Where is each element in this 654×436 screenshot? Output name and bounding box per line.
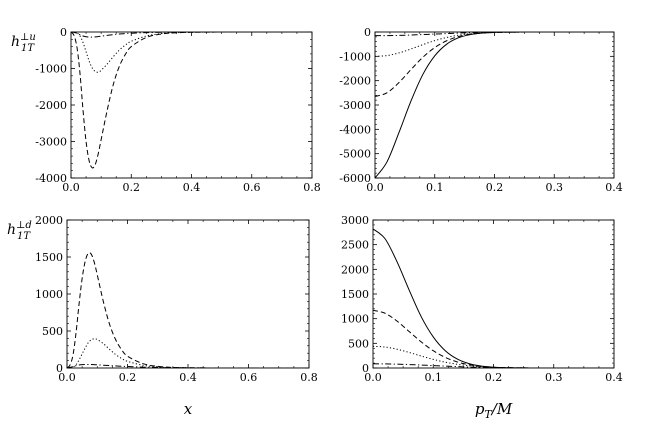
series-line-dashed (67, 252, 309, 368)
panel-top-right: 0.0 0.1 0.2 0.3 0.4 -6000 -5000 -4000 -3000 -2000… (339, 26, 622, 194)
x-axis-label: pT/M (475, 400, 513, 421)
y-tick-label: 1000 (341, 313, 369, 326)
x-tick-label: 0.2 (485, 371, 503, 384)
plot-frame (66, 219, 310, 369)
x-tick-label: 0.8 (300, 371, 318, 384)
panel-bottom-right: 0.0 0.1 0.2 0.3 0.4 0 500 1000 1500 2000 2500 3000 p… (341, 214, 623, 421)
x-tick-label: 0.4 (605, 181, 623, 194)
x-tick-label: 0.3 (546, 181, 564, 194)
series-line-solid (375, 32, 614, 178)
y-tick-label: -4000 (339, 123, 371, 136)
x-tick-label: 0.6 (243, 181, 261, 194)
y-tick-label: 500 (42, 325, 63, 338)
series-line-solid (373, 228, 614, 368)
x-tick-label: 0.4 (605, 371, 623, 384)
y-tick-label: 0 (364, 26, 371, 39)
x-tick-label: 0.2 (119, 371, 137, 384)
x-axis-label: x (184, 400, 193, 418)
y-tick-label: -3000 (35, 136, 67, 149)
y-tick-label: 500 (348, 337, 369, 350)
y-tick-label: 0 (60, 26, 67, 39)
y-tick-label: 0 (362, 362, 369, 375)
plot-frame (374, 31, 615, 179)
x-tick-label: 0.1 (425, 371, 443, 384)
y-tick-label: 0 (56, 362, 63, 375)
plot-frame (70, 31, 313, 179)
x-tick-label: 0.0 (62, 181, 80, 194)
series-line-dotted (67, 338, 309, 368)
chart-panels: 0.0 0.2 0.4 0.6 0.8 -4000 -3000 -2000 -1000 0 h⊥u 1… (7, 26, 623, 421)
x-tick-label: 0.0 (58, 371, 76, 384)
y-axis-label: h⊥u 1T (11, 32, 36, 54)
y-tick-label: -2000 (339, 75, 371, 88)
y-tick-label: -5000 (339, 148, 371, 161)
y-tick-label: 1500 (35, 251, 63, 264)
x-tick-label: 0.0 (364, 371, 382, 384)
series-line-dashed (373, 309, 614, 368)
y-tick-label: 2000 (341, 263, 369, 276)
panel-top-left: 0.0 0.2 0.4 0.6 0.8 -4000 -3000 -2000 -1000 0 h⊥u 1… (11, 26, 321, 194)
x-tick-label: 0.8 (303, 181, 321, 194)
y-tick-label: 1500 (341, 288, 369, 301)
y-axis-label: h⊥d 1T (7, 220, 32, 242)
y-tick-label: -2000 (35, 99, 67, 112)
x-tick-label: 0.6 (240, 371, 258, 384)
x-tick-label: 0.1 (426, 181, 444, 194)
x-tick-label: 0.2 (123, 181, 141, 194)
series-line-dash-dot (373, 363, 614, 368)
x-tick-label: 0.4 (179, 371, 197, 384)
y-tick-label: 1000 (35, 288, 63, 301)
x-tick-label: 0.4 (183, 181, 201, 194)
y-tick-label: -1000 (35, 63, 67, 76)
series-line-dotted (71, 32, 312, 73)
y-tick-label: 2500 (341, 239, 369, 252)
plot-frame (372, 219, 615, 369)
x-tick-label: 0.2 (486, 181, 504, 194)
y-tick-label: -3000 (339, 99, 371, 112)
y-tick-label: -6000 (339, 172, 371, 185)
y-tick-label: 3000 (341, 214, 369, 227)
y-tick-label: 2000 (35, 214, 63, 227)
series-line-dashed (375, 32, 614, 97)
series-line-dashed (71, 32, 312, 169)
x-tick-label: 0.3 (545, 371, 563, 384)
x-tick-label: 0.0 (366, 181, 384, 194)
y-tick-label: -4000 (35, 172, 67, 185)
y-tick-label: -1000 (339, 50, 371, 63)
